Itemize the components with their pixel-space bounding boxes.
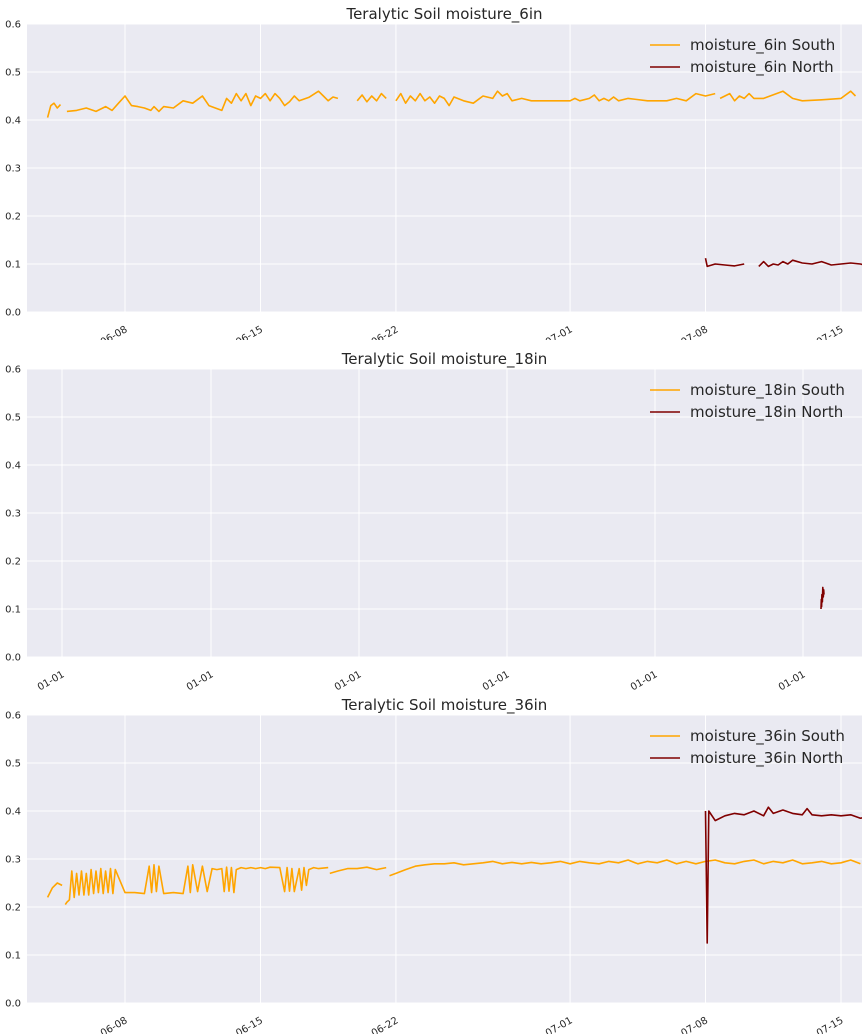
- legend-label: moisture_18in North: [690, 403, 843, 422]
- x-tick-label: 07-01: [544, 1015, 575, 1034]
- y-tick-label: 0.1: [5, 951, 21, 962]
- series-line-south: [389, 859, 861, 877]
- x-tick-label: 06-08: [99, 324, 130, 340]
- chart-2: 0.0 0.1 0.2 0.3 0.4 0.5 0.6 01-01 01-01 01-01 01-0…: [5, 350, 862, 690]
- chart-title: Teralytic Soil moisture_36in: [341, 696, 548, 715]
- y-tick-label: 0.6: [5, 711, 21, 722]
- x-tick-label: 07-15: [815, 324, 846, 340]
- y-tick-label: 0.1: [5, 605, 21, 616]
- y-tick-label: 0.2: [5, 557, 21, 568]
- series-line-north: [820, 586, 825, 610]
- x-tick-label: 07-08: [679, 324, 710, 340]
- legend-label: moisture_6in South: [690, 36, 835, 55]
- series-line-south: [719, 90, 857, 102]
- x-tick-label: 06-15: [234, 1015, 265, 1034]
- y-tick-label: 0.3: [5, 855, 21, 866]
- chart-1: 0.0 0.1 0.2 0.3 0.4 0.5 0.6 06-08 06-15 06-22 07-0…: [5, 5, 862, 340]
- y-tick-label: 0.6: [5, 365, 21, 376]
- y-tick-label: 0.4: [5, 116, 21, 127]
- series-line-south: [395, 90, 716, 107]
- series-line-south: [356, 92, 387, 103]
- y-tick-label: 0.5: [5, 413, 21, 424]
- series-line-south: [64, 864, 329, 906]
- x-tick-label: 07-01: [544, 324, 575, 340]
- x-tick-label: 01-01: [333, 669, 364, 690]
- legend-label: moisture_36in North: [690, 749, 843, 768]
- chart-title: Teralytic Soil moisture_18in: [341, 350, 548, 369]
- x-tick-label: 01-01: [36, 669, 67, 690]
- legend-label: moisture_18in South: [690, 381, 845, 400]
- y-tick-label: 0.1: [5, 260, 21, 271]
- series-line-south: [329, 866, 387, 875]
- y-tick-label: 0.6: [5, 20, 21, 31]
- x-tick-label: 01-01: [185, 669, 216, 690]
- x-tick-label: 07-15: [815, 1015, 846, 1034]
- x-tick-label: 06-08: [99, 1015, 130, 1034]
- y-tick-label: 0.4: [5, 461, 21, 472]
- y-tick-label: 0.2: [5, 903, 21, 914]
- y-tick-label: 0.2: [5, 212, 21, 223]
- legend-label: moisture_6in North: [690, 58, 834, 77]
- series-line-north: [704, 806, 862, 944]
- chart-3: 0.0 0.1 0.2 0.3 0.4 0.5 0.6 06-08 06-15 06-22 07-0…: [5, 696, 862, 1034]
- y-tick-label: 0.3: [5, 509, 21, 520]
- y-tick-label: 0.4: [5, 807, 21, 818]
- chart-title: Teralytic Soil moisture_6in: [345, 5, 542, 24]
- x-tick-label: 06-15: [234, 324, 265, 340]
- x-tick-label: 01-01: [481, 669, 512, 690]
- series-line-south: [46, 882, 63, 898]
- y-tick-label: 0.0: [5, 999, 21, 1010]
- y-tick-label: 0.3: [5, 164, 21, 175]
- series-line-north: [758, 259, 862, 268]
- x-tick-label: 06-22: [370, 324, 401, 340]
- series-line-south: [66, 90, 339, 113]
- series-line-south: [46, 102, 62, 118]
- y-tick-label: 0.0: [5, 653, 21, 664]
- x-tick-label: 01-01: [777, 669, 808, 690]
- x-tick-label: 07-08: [679, 1015, 710, 1034]
- x-tick-label: 01-01: [629, 669, 660, 690]
- series-line-north: [704, 258, 745, 268]
- x-tick-label: 06-22: [370, 1015, 401, 1034]
- y-tick-label: 0.5: [5, 759, 21, 770]
- legend-label: moisture_36in South: [690, 727, 845, 746]
- y-tick-label: 0.0: [5, 308, 21, 319]
- y-tick-label: 0.5: [5, 68, 21, 79]
